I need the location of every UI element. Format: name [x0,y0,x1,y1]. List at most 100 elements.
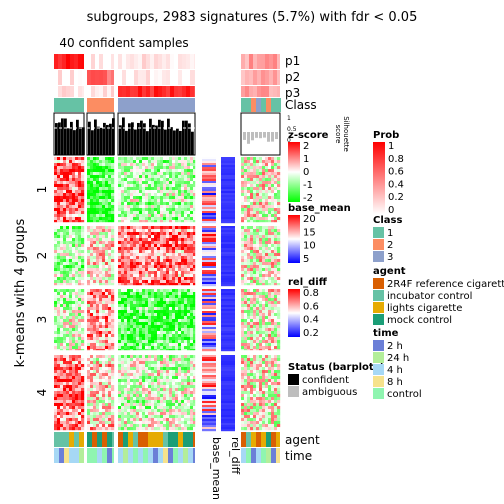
heatmap-cell [166,169,170,173]
heatmap-cell [181,319,185,323]
heatmap-cell [190,190,194,194]
heatmap-cell [148,424,152,428]
heatmap-cell [57,382,61,386]
heatmap-cell [99,409,103,413]
heatmap-cell [102,361,106,365]
heatmap-cell [169,163,173,167]
heatmap-cell [268,268,272,272]
heatmap-cell [181,178,185,182]
heatmap-cell [253,241,257,245]
heatmap-cell [96,397,100,401]
heatmap-cell [181,418,185,422]
heatmap-cell [262,172,266,176]
heatmap-cell [54,160,58,164]
heatmap-cell [256,325,260,329]
heatmap-cell [190,415,194,419]
heatmap-cell [262,280,266,284]
heatmap-cell [154,301,158,305]
heatmap-cell [271,313,275,317]
heatmap-cell [157,280,161,284]
heatmap-cell [265,319,269,323]
heatmap-cell [274,298,278,302]
heatmap-cell [96,379,100,383]
heatmap-cell [124,346,128,350]
heatmap-cell [60,412,64,416]
heatmap-cell [130,418,134,422]
heatmap-cell [160,427,164,431]
heatmap-cell [151,205,155,209]
prob-p2-cell [91,70,95,85]
heatmap-cell [81,313,85,317]
heatmap-cell [259,232,263,236]
heatmap-cell [78,214,82,218]
heatmap-cell [121,307,125,311]
heatmap-cell [136,373,140,377]
heatmap-cell [81,304,85,308]
heatmap-cell [136,157,140,161]
heatmap-cell [136,196,140,200]
heatmap-cell [259,265,263,269]
heatmap-cell [175,274,179,278]
heatmap-cell [130,277,134,281]
heatmap-cell [256,190,260,194]
heatmap-cell [175,166,179,170]
heatmap-cell [244,343,248,347]
prob-p3-cell [269,86,273,97]
heatmap-cell [172,334,176,338]
heatmap-cell [187,271,191,275]
heatmap-cell [121,202,125,206]
heatmap-cell [99,382,103,386]
heatmap-cell [145,322,149,326]
heatmap-cell [118,397,122,401]
heatmap-cell [190,259,194,263]
heatmap-cell [178,316,182,320]
prob-p1-cell [174,54,178,69]
heatmap-cell [136,202,140,206]
heatmap-cell [87,325,91,329]
heatmap-cell [166,346,170,350]
heatmap-cell [78,427,82,431]
heatmap-cell [127,376,131,380]
heatmap-cell [175,427,179,431]
heatmap-cell [102,160,106,164]
prob-p2-cell [54,70,58,85]
heatmap-cell [90,301,94,305]
heatmap-cell [87,400,91,404]
heatmap-cell [274,301,278,305]
heatmap-cell [99,388,103,392]
heatmap-cell [184,355,188,359]
heatmap-cell [111,295,115,299]
heatmap-cell [78,265,82,269]
heatmap-cell [175,199,179,203]
heatmap-cell [187,232,191,236]
heatmap-cell [111,268,115,272]
heatmap-cell [75,292,79,296]
heatmap-cell [169,388,173,392]
heatmap-cell [175,358,179,362]
heatmap-cell [268,205,272,209]
heatmap-cell [75,361,79,365]
heatmap-cell [63,232,67,236]
heatmap-cell [274,157,278,161]
heatmap-cell [130,304,134,308]
heatmap-cell [250,190,254,194]
heatmap-cell [157,163,161,167]
heatmap-cell [262,205,266,209]
heatmap-cell [57,238,61,242]
heatmap-cell [60,319,64,323]
prob-p3-cell [54,86,58,97]
heatmap-cell [241,304,245,308]
heatmap-cell [133,226,137,230]
heatmap-cell [250,193,254,197]
heatmap-cell [274,325,278,329]
heatmap-cell [118,388,122,392]
heatmap-cell [90,208,94,212]
heatmap-cell [151,208,155,212]
heatmap-cell [54,391,58,395]
heatmap-cell [160,175,164,179]
heatmap-cell [102,226,106,230]
heatmap-cell [60,331,64,335]
heatmap-cell [87,193,91,197]
heatmap-cell [268,166,272,170]
prob-p1-cell [62,54,66,69]
